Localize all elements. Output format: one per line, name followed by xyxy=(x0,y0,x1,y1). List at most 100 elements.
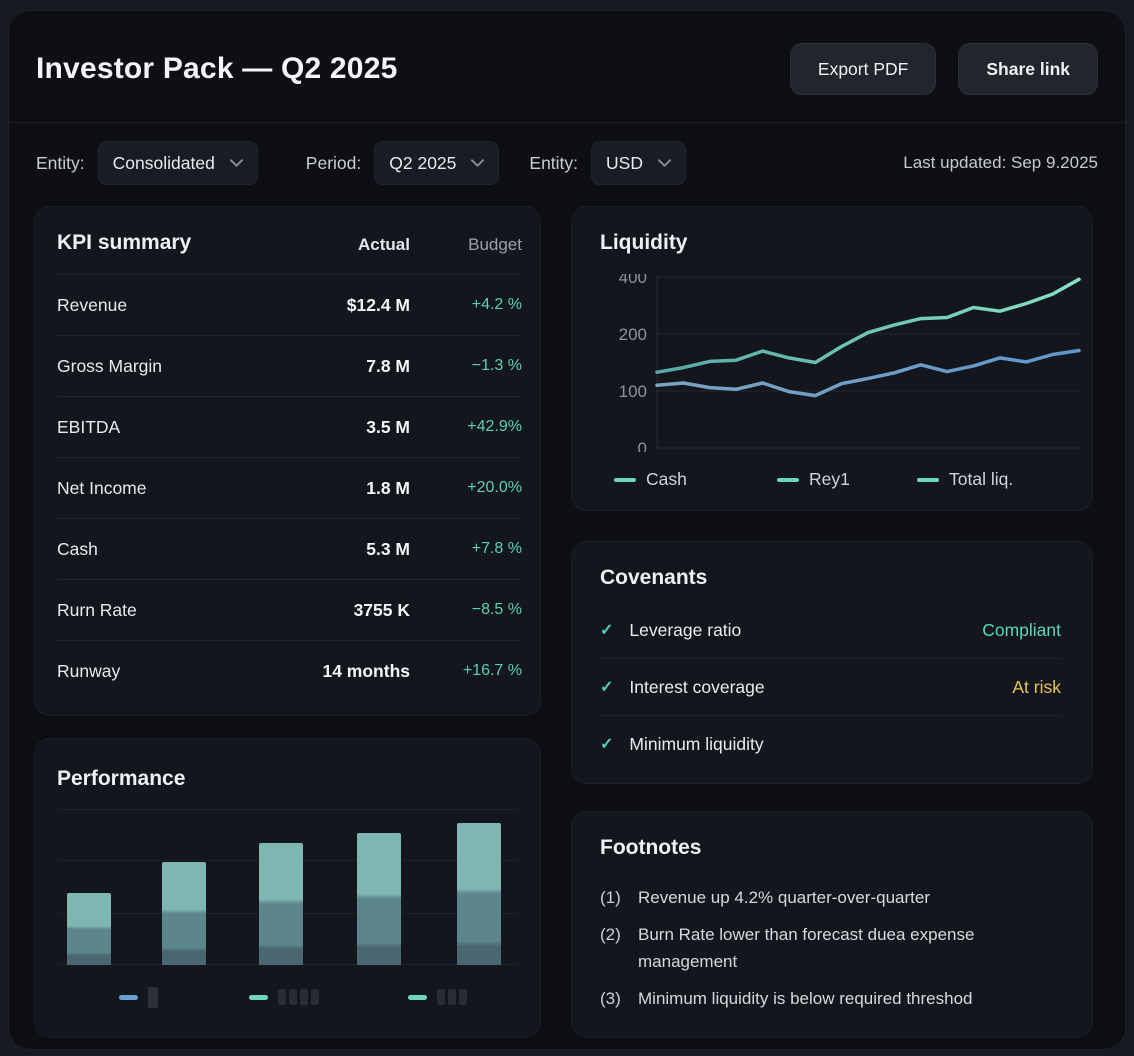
footnote-text: Burn Rate lower than forecast duea expen… xyxy=(638,925,975,971)
currency-filter-group: Entity: USD xyxy=(529,141,686,185)
kpi-table-body: Revenue $12.4 M +4.2 % Gross Margin 7.8 M −1.… xyxy=(57,274,522,701)
period-select[interactable]: Q2 2025 xyxy=(374,141,500,185)
period-select-value: Q2 2025 xyxy=(389,152,457,173)
kpi-table-header: KPI summary Actual Budget xyxy=(57,231,522,274)
currency-select[interactable]: USD xyxy=(591,141,686,185)
covenant-status-badge: Compliant xyxy=(982,619,1061,640)
kpi-column-budget: Budget xyxy=(468,235,522,254)
legend-label: Rey1 xyxy=(809,469,850,489)
kpi-row: Cash 5.3 M +7.8 % xyxy=(57,518,522,579)
svg-text:100: 100 xyxy=(619,382,647,401)
kpi-row: Rurn Rate 3755 K −8.5 % xyxy=(57,579,522,640)
kpi-summary-title: KPI summary xyxy=(57,231,192,254)
header-buttons: Export PDF Share link xyxy=(789,43,1098,95)
covenant-row: ✓ Interest coverage At risk xyxy=(600,658,1061,715)
performance-card: Performance xyxy=(34,738,541,1038)
kpi-row-actual: 5.3 M xyxy=(366,538,410,559)
covenant-label: Interest coverage xyxy=(629,676,765,697)
liquidity-title: Liquidity xyxy=(600,231,688,254)
share-link-button[interactable]: Share link xyxy=(958,43,1098,95)
kpi-row-label: Runway xyxy=(57,660,121,681)
covenant-label: Minimum liquidity xyxy=(629,733,764,754)
page-title: Investor Pack — Q2 2025 xyxy=(36,52,398,85)
entity-filter-group: Entity: Consolidated xyxy=(36,141,258,185)
performance-bar xyxy=(67,893,111,965)
kpi-row-label: Gross Margin xyxy=(57,355,163,376)
covenant-row: ✓ Leverage ratio Compliant xyxy=(600,602,1061,658)
legend-dash-icon xyxy=(614,477,636,482)
footnote-item: (1) Revenue up 4.2% quarter-over-quarter xyxy=(600,884,1068,911)
performance-bar-chart xyxy=(57,809,518,965)
check-icon: ✓ xyxy=(600,736,614,753)
kpi-row-label: Revenue xyxy=(57,294,128,315)
entity-filter-label: Entity: xyxy=(36,152,85,173)
chevron-down-icon xyxy=(471,159,485,167)
footnote-item: (2) Burn Rate lower than forecast duea ex… xyxy=(600,921,1068,975)
footnote-text: Minimum liquidity is below required thre… xyxy=(638,989,973,1008)
footnotes-list: (1) Revenue up 4.2% quarter-over-quarter (… xyxy=(600,884,1068,1012)
kpi-row-actual: 14 months xyxy=(322,660,410,681)
kpi-row-budget: −1.3 % xyxy=(471,357,522,374)
performance-bar xyxy=(162,862,206,965)
covenant-status-badge: At risk xyxy=(1012,676,1061,697)
kpi-row-label: Net Income xyxy=(57,477,147,498)
currency-filter-label: Entity: xyxy=(529,152,579,173)
liquidity-line-chart: 400 200 100 0 xyxy=(572,268,1092,458)
footnote-item: (3) Minimum liquidity is below required t… xyxy=(600,985,1068,1012)
legend-item-total-liq[interactable]: Total liq. xyxy=(917,469,1013,490)
kpi-row-actual: 3755 K xyxy=(353,599,410,620)
kpi-row-label: Cash xyxy=(57,538,98,559)
entity-select[interactable]: Consolidated xyxy=(97,141,258,185)
kpi-row-budget: +16.7 % xyxy=(462,662,522,679)
check-icon: ✓ xyxy=(600,679,614,696)
kpi-row-budget: +42.9% xyxy=(467,418,522,435)
liquidity-legend: Cash Rey1 Total liq. xyxy=(572,469,1092,495)
kpi-row-budget: −8.5 % xyxy=(471,601,522,618)
kpi-row: EBITDA 3.5 M +42.9% xyxy=(57,396,522,457)
kpi-row-actual: 7.8 M xyxy=(366,355,410,376)
kpi-row-label: Rurn Rate xyxy=(57,599,137,620)
performance-legend-item xyxy=(249,989,322,1005)
left-column: KPI summary Actual Budget Revenue $12.4 M… xyxy=(34,206,541,1038)
covenants-title: Covenants xyxy=(600,566,708,589)
legend-text-placeholder xyxy=(437,989,445,1005)
legend-text-placeholder xyxy=(278,989,286,1005)
kpi-row-actual: $12.4 M xyxy=(346,294,410,315)
dashboard-grid: KPI summary Actual Budget Revenue $12.4 M… xyxy=(9,206,1125,1038)
svg-text:200: 200 xyxy=(619,325,647,344)
legend-dash-icon xyxy=(917,477,939,482)
last-updated-text: Last updated: Sep 9.2025 xyxy=(903,153,1098,172)
footnote-text: Revenue up 4.2% quarter-over-quarter xyxy=(638,888,930,907)
chevron-down-icon xyxy=(229,159,243,167)
legend-dash-icon xyxy=(119,994,138,1000)
kpi-row: Gross Margin 7.8 M −1.3 % xyxy=(57,335,522,396)
legend-text-placeholder xyxy=(448,989,456,1005)
legend-text-placeholder xyxy=(148,986,158,1008)
covenants-card: Covenants ✓ Leverage ratio Compliant ✓ Inter… xyxy=(571,541,1093,784)
legend-item-cash[interactable]: Cash xyxy=(614,469,687,490)
check-icon: ✓ xyxy=(600,622,614,639)
performance-legend-item xyxy=(119,986,161,1008)
kpi-row: Revenue $12.4 M +4.2 % xyxy=(57,274,522,335)
svg-text:400: 400 xyxy=(619,274,647,287)
svg-text:0: 0 xyxy=(638,439,647,452)
legend-label: Cash xyxy=(646,469,687,489)
entity-select-value: Consolidated xyxy=(112,152,215,173)
header-bar: Investor Pack — Q2 2025 Export PDF Share… xyxy=(9,11,1125,95)
legend-item-rey1[interactable]: Rey1 xyxy=(777,469,850,490)
covenants-list: ✓ Leverage ratio Compliant ✓ Interest covera… xyxy=(600,602,1061,772)
footnotes-title: Footnotes xyxy=(600,836,702,859)
filters-bar: Entity: Consolidated Period: Q2 2025 Ent… xyxy=(9,140,1125,186)
export-pdf-button[interactable]: Export PDF xyxy=(789,43,937,95)
kpi-row-label: EBITDA xyxy=(57,416,121,437)
legend-dash-icon xyxy=(777,477,799,482)
gridline xyxy=(57,809,518,810)
footnotes-card: Footnotes (1) Revenue up 4.2% quarter-ove… xyxy=(571,811,1093,1038)
kpi-row-budget: +4.2 % xyxy=(471,296,522,313)
footnote-number: (3) xyxy=(600,989,621,1008)
legend-text-placeholder xyxy=(311,989,319,1005)
right-column: Liquidity 400 200 100 0 Cash Rey1 Total liq. … xyxy=(571,206,1093,1038)
kpi-row-budget: +7.8 % xyxy=(471,540,522,557)
covenant-label: Leverage ratio xyxy=(629,619,742,640)
performance-bar xyxy=(457,823,501,965)
